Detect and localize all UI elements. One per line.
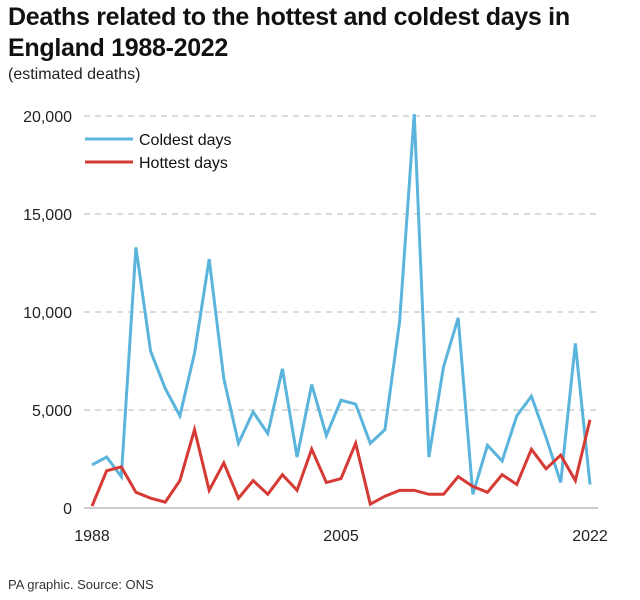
y-tick-label: 5,000 — [32, 403, 72, 420]
y-tick-label: 15,000 — [23, 207, 72, 224]
legend-label: Hottest days — [139, 155, 228, 172]
x-tick-label: 2022 — [572, 528, 608, 545]
x-tick-label: 2005 — [323, 528, 359, 545]
y-tick-label: 10,000 — [23, 305, 72, 322]
y-tick-label: 20,000 — [23, 109, 72, 126]
y-tick-label: 0 — [63, 501, 72, 518]
y-axis-label: (estimated deaths) — [8, 66, 141, 83]
legend-label: Coldest days — [139, 132, 232, 149]
source-note: PA graphic. Source: ONS — [8, 577, 154, 592]
chart-title: Deaths related to the hottest and coldes… — [8, 3, 570, 62]
x-tick-label: 1988 — [74, 528, 110, 545]
series-line-hottest-days — [90, 419, 592, 507]
